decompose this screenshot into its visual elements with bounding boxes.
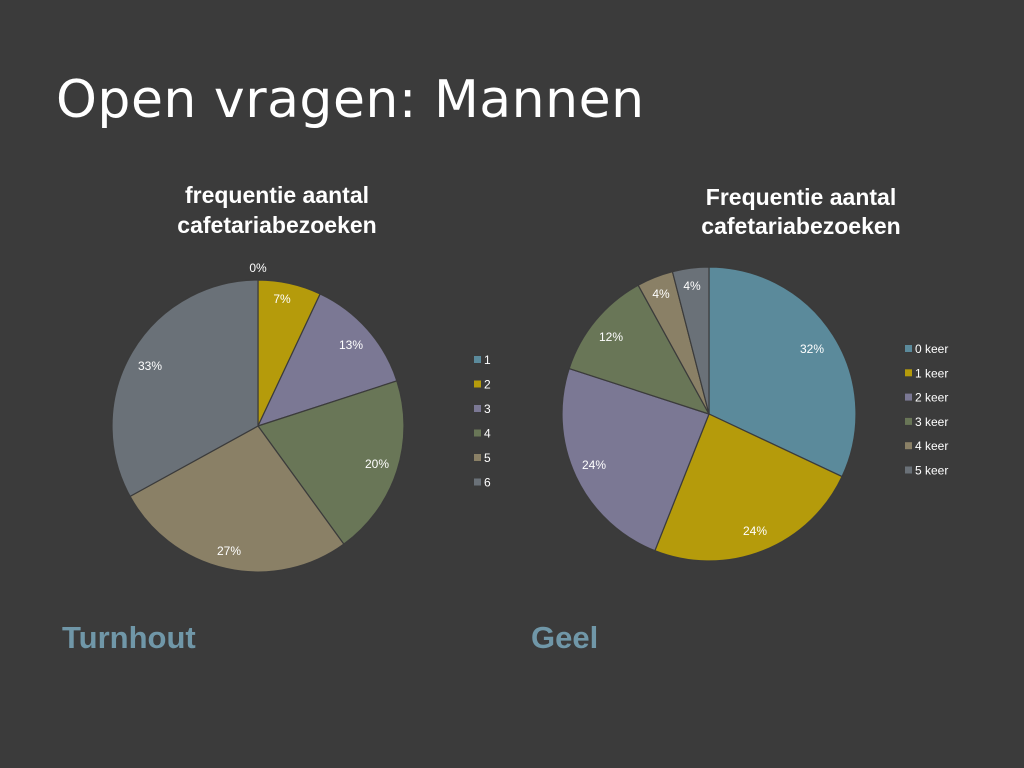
pie-data-labels: 32% 24% 24% 12% 4% 4% [582,279,824,538]
legend-label-2: 2 [484,378,491,392]
legend-label-2-keer: 2 keer [915,391,948,405]
data-label-3-keer: 12% [599,330,623,344]
pie-slice-4 [257,380,405,545]
legend-swatch-2-keer [905,393,912,401]
slide-title: Open vragen: Mannen [56,70,645,130]
data-label-1: 0% [249,261,267,275]
data-label-2-keer: 24% [582,458,606,472]
legend-label-1-keer: 1 keer [915,366,948,380]
legend-label-1: 1 [484,353,491,367]
legend-label-3-keer: 3 keer [915,415,948,429]
legend-swatch-1 [474,356,481,363]
chart-title-line-2: cafetariabezoeken [701,213,900,239]
pie-slice-6 [111,279,259,498]
pie-slices [561,266,857,562]
legend-swatch-0-keer [905,345,912,352]
legend-swatch-3-keer [905,417,912,425]
legend-swatch-6 [474,478,481,486]
legend: 0 keer 1 keer 2 keer 3 keer 4 keer 5 keer [905,342,948,478]
pie-chart-turnhout: frequentie aantal cafetariabezoeken 0% 7%… [111,182,491,573]
legend-swatch-5 [474,454,481,461]
legend-swatch-3 [474,405,481,412]
chart-title-line-2: cafetariabezoeken [177,212,376,238]
pie-slice-3 [256,293,398,427]
legend-label-4: 4 [484,427,491,441]
data-label-2: 7% [273,292,291,306]
legend-label-0-keer: 0 keer [915,342,948,356]
data-label-3: 13% [339,338,363,352]
data-label-5-keer: 4% [683,279,701,293]
pie-slice-0-keer [708,266,857,478]
legend-label-4-keer: 4 keer [915,439,948,453]
legend: 1 2 3 4 5 6 [474,353,491,490]
chart-title-line-1: Frequentie aantal [706,184,896,210]
legend-swatch-5-keer [905,466,912,474]
data-label-4: 20% [365,457,389,471]
legend-swatch-4 [474,429,481,437]
data-label-1-keer: 24% [743,524,767,538]
pie-slices [111,279,405,573]
chart-title-line-1: frequentie aantal [185,182,369,208]
pie-slice-5 [129,425,345,573]
data-label-0-keer: 32% [800,342,824,356]
caption-turnhout: Turnhout [62,620,196,655]
legend-label-3: 3 [484,402,491,416]
pie-slice-3-keer [568,284,711,416]
legend-swatch-4-keer [905,442,912,450]
legend-label-5-keer: 5 keer [915,464,948,478]
legend-label-6: 6 [484,476,491,490]
legend-swatch-2 [474,380,481,388]
data-label-4-keer: 4% [652,287,670,301]
caption-geel: Geel [531,620,599,655]
legend-swatch-1-keer [905,369,912,377]
pie-slice-1-keer [654,413,843,562]
legend-label-5: 5 [484,451,491,465]
data-label-5: 27% [217,544,241,558]
pie-data-labels: 0% 7% 13% 20% 27% 33% [138,261,389,558]
data-label-6: 33% [138,359,162,373]
pie-slice-5-keer [671,266,710,415]
pie-chart-geel: Frequentie aantal cafetariabezoeken 32% 2… [561,184,948,562]
pie-slice-2-keer [561,367,710,552]
